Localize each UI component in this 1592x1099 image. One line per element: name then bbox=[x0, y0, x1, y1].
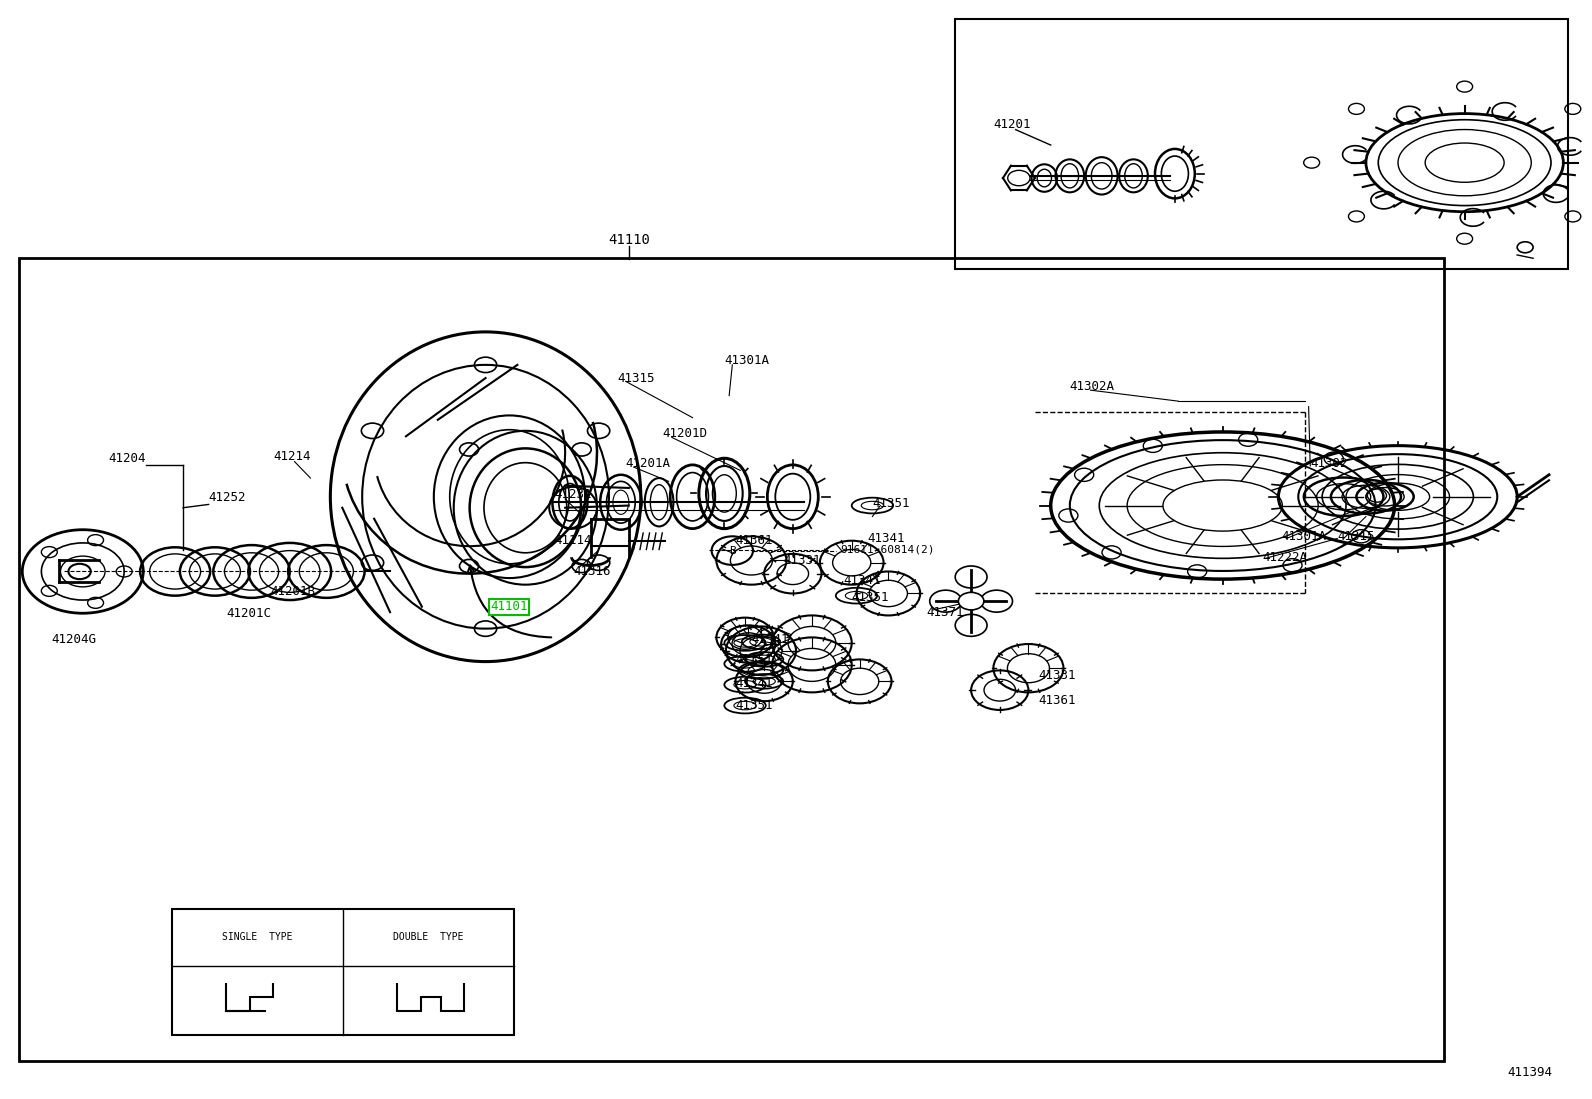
Text: 41341: 41341 bbox=[751, 633, 790, 646]
Text: 41231: 41231 bbox=[554, 488, 592, 501]
Text: 41204: 41204 bbox=[108, 452, 146, 465]
Text: 41201D: 41201D bbox=[662, 426, 707, 440]
Text: 41201: 41201 bbox=[993, 118, 1032, 131]
Bar bbox=[172, 909, 514, 1035]
Circle shape bbox=[958, 592, 984, 610]
Text: 41201C: 41201C bbox=[226, 607, 271, 620]
Text: 41101: 41101 bbox=[490, 600, 529, 613]
Text: 41361: 41361 bbox=[736, 534, 774, 547]
Text: 41341: 41341 bbox=[736, 677, 774, 690]
Text: 41331: 41331 bbox=[783, 554, 821, 567]
Text: 41301A: 41301A bbox=[724, 354, 769, 367]
Text: 41201B: 41201B bbox=[271, 585, 315, 598]
Text: 41341: 41341 bbox=[868, 532, 906, 545]
Text: 41110: 41110 bbox=[608, 233, 650, 246]
Text: 41351: 41351 bbox=[852, 591, 890, 604]
Text: 41301A: 41301A bbox=[1282, 530, 1326, 543]
Text: 41331: 41331 bbox=[1038, 669, 1076, 682]
Text: 411394: 411394 bbox=[1508, 1066, 1552, 1079]
Text: 41351: 41351 bbox=[872, 497, 911, 510]
Text: 41316: 41316 bbox=[573, 565, 611, 578]
Text: 41214: 41214 bbox=[274, 449, 312, 463]
Text: 41341: 41341 bbox=[844, 574, 882, 587]
Text: 91611-60814(2): 91611-60814(2) bbox=[841, 544, 935, 555]
Text: 41252: 41252 bbox=[209, 491, 247, 504]
Text: 41371: 41371 bbox=[927, 606, 965, 619]
Text: 41114: 41114 bbox=[554, 534, 592, 547]
Text: 41315: 41315 bbox=[618, 371, 656, 385]
Text: DOUBLE  TYPE: DOUBLE TYPE bbox=[393, 932, 463, 942]
Text: 41302A: 41302A bbox=[1070, 380, 1114, 393]
Text: 41361: 41361 bbox=[1038, 693, 1076, 707]
Text: 41351: 41351 bbox=[736, 653, 774, 666]
Text: 41302: 41302 bbox=[1310, 457, 1348, 470]
Bar bbox=[19, 258, 1444, 1061]
Text: 41351: 41351 bbox=[736, 699, 774, 712]
Text: B: B bbox=[729, 545, 736, 556]
Bar bbox=[955, 19, 1568, 269]
Text: 41222A: 41222A bbox=[1262, 551, 1307, 564]
Text: SINGLE  TYPE: SINGLE TYPE bbox=[223, 932, 293, 942]
Text: 41204G: 41204G bbox=[51, 633, 96, 646]
Text: 41315: 41315 bbox=[1337, 530, 1375, 543]
Text: 41201A: 41201A bbox=[626, 457, 670, 470]
